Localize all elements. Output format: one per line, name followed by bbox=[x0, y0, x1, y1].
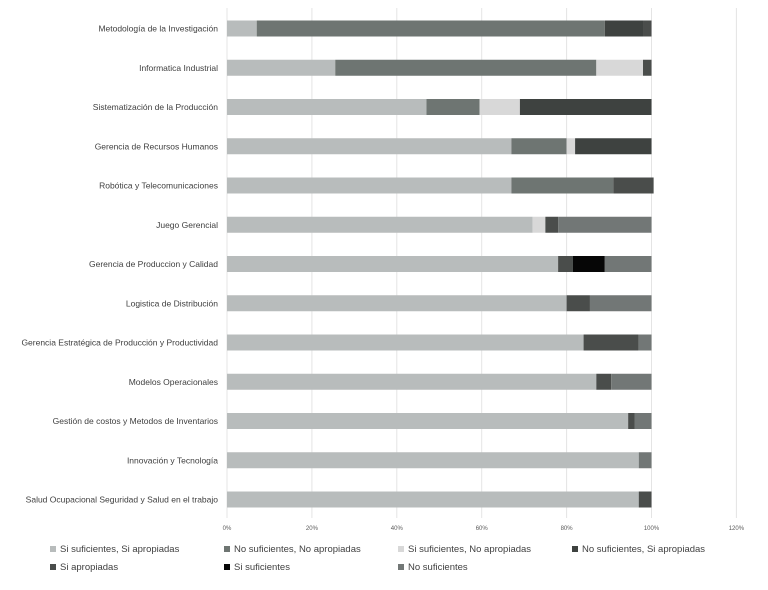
category-label: Salud Ocupacional Seguridad y Salud en e… bbox=[26, 495, 219, 505]
bar-segment bbox=[596, 59, 644, 76]
category-label: Gerencia de Produccion y Calidad bbox=[89, 259, 218, 269]
legend-swatch bbox=[50, 564, 56, 570]
legend-label: Si suficientes, Si apropiadas bbox=[60, 543, 180, 555]
bar-segment bbox=[511, 138, 567, 155]
legend-swatch bbox=[50, 546, 56, 552]
legend-item: Si apropiadas bbox=[50, 562, 224, 573]
bar-segment bbox=[572, 256, 605, 272]
category-label: Gerencia de Recursos Humanos bbox=[95, 141, 218, 151]
bar-segment bbox=[227, 413, 629, 429]
bar-segment bbox=[532, 216, 546, 233]
bar-segment bbox=[227, 20, 257, 37]
bar-segment bbox=[227, 99, 427, 115]
legend-label: Si apropiadas bbox=[60, 561, 119, 573]
bar-segment bbox=[227, 216, 533, 233]
legend-label: No suficientes, Si apropiadas bbox=[582, 543, 706, 555]
x-tick-label: 40% bbox=[391, 526, 404, 532]
legend-swatch bbox=[224, 564, 230, 570]
category-label: Modelos Operacionales bbox=[129, 377, 218, 387]
bar-segment bbox=[227, 491, 639, 508]
bar-segment bbox=[596, 373, 612, 390]
legend-row: Si apropiadas Si suficientes No suficiente… bbox=[50, 558, 750, 576]
bar-segment bbox=[613, 177, 654, 194]
legend-label: No suficientes, No apropiadas bbox=[234, 543, 361, 555]
bar-segment bbox=[566, 138, 576, 155]
category-labels: Metodología de la Investigación Informati… bbox=[21, 24, 218, 505]
bar-segment bbox=[604, 20, 644, 37]
bar-segment bbox=[227, 334, 584, 351]
bar-segment bbox=[227, 59, 336, 76]
legend-label: No suficientes bbox=[408, 561, 468, 573]
bar-segment bbox=[227, 452, 639, 469]
bar-segment bbox=[227, 138, 512, 155]
bar-segment bbox=[335, 59, 597, 76]
category-label: Gerencia Estratégica de Producción y Pro… bbox=[21, 338, 218, 348]
bar-segment bbox=[638, 334, 652, 351]
category-label: Juego Gerencial bbox=[156, 220, 218, 230]
bar-segment bbox=[511, 177, 614, 194]
bar-segment bbox=[566, 295, 590, 312]
legend-item: Si suficientes, No apropiadas bbox=[398, 544, 572, 555]
legend-label: Si suficientes bbox=[234, 561, 290, 573]
bar-segment bbox=[643, 20, 652, 37]
bar-segment bbox=[589, 295, 652, 312]
bar-segment bbox=[638, 452, 652, 469]
bar-segment bbox=[227, 256, 559, 272]
bar-segment bbox=[611, 373, 652, 390]
stacked-bar-chart: Metodología de la Investigación Informati… bbox=[21, 8, 745, 532]
legend-swatch bbox=[572, 546, 578, 552]
bar-segment bbox=[227, 177, 512, 194]
x-tick-label: 120% bbox=[729, 526, 745, 532]
category-label: Gestión de costos y Metodos de Inventari… bbox=[53, 416, 218, 426]
category-label: Innovación y Tecnología bbox=[127, 455, 218, 465]
bar-segment bbox=[583, 334, 639, 351]
bar-segment bbox=[628, 413, 635, 429]
x-tick-label: 0% bbox=[223, 526, 232, 532]
legend-row: Si suficientes, Si apropiadas No suficien… bbox=[50, 540, 750, 558]
legend-item: Si suficientes, Si apropiadas bbox=[50, 544, 224, 555]
legend-swatch bbox=[398, 564, 404, 570]
legend-swatch bbox=[398, 546, 404, 552]
bar-segment bbox=[558, 216, 652, 233]
x-tick-label: 20% bbox=[306, 526, 319, 532]
bar-segment bbox=[634, 413, 652, 429]
bar-segment bbox=[479, 99, 520, 115]
bar-segment bbox=[519, 99, 652, 115]
category-label: Metodología de la Investigación bbox=[98, 24, 218, 34]
category-label: Logistica de Distribución bbox=[126, 298, 218, 308]
bar-segment bbox=[256, 20, 605, 37]
x-tick-label: 80% bbox=[561, 526, 574, 532]
bar-segment bbox=[227, 295, 567, 312]
bar-segment bbox=[227, 373, 597, 390]
x-tick-label: 60% bbox=[476, 526, 489, 532]
bar-segment bbox=[638, 491, 652, 508]
category-label: Informatica Industrial bbox=[139, 63, 218, 73]
bar-segment bbox=[545, 216, 559, 233]
legend: Si suficientes, Si apropiadas No suficien… bbox=[50, 540, 750, 576]
bar-segment bbox=[643, 59, 652, 76]
legend-item: No suficientes bbox=[398, 562, 572, 573]
legend-item: No suficientes, Si apropiadas bbox=[572, 544, 750, 555]
x-tick-label: 100% bbox=[644, 526, 660, 532]
bar-segment bbox=[604, 256, 652, 272]
bar-segment bbox=[426, 99, 480, 115]
bar-segment bbox=[575, 138, 652, 155]
legend-item: Si suficientes bbox=[224, 562, 398, 573]
category-label: Robótica y Telecomunicaciones bbox=[99, 181, 218, 191]
bar-area bbox=[227, 20, 654, 508]
legend-label: Si suficientes, No apropiadas bbox=[408, 543, 532, 555]
category-label: Sistematización de la Producción bbox=[93, 102, 218, 112]
legend-swatch bbox=[224, 546, 230, 552]
legend-item: No suficientes, No apropiadas bbox=[224, 544, 398, 555]
bar-segment bbox=[558, 256, 573, 272]
x-axis-ticks: 0% 20% 40% 60% 80% 100% 120% bbox=[223, 526, 745, 532]
